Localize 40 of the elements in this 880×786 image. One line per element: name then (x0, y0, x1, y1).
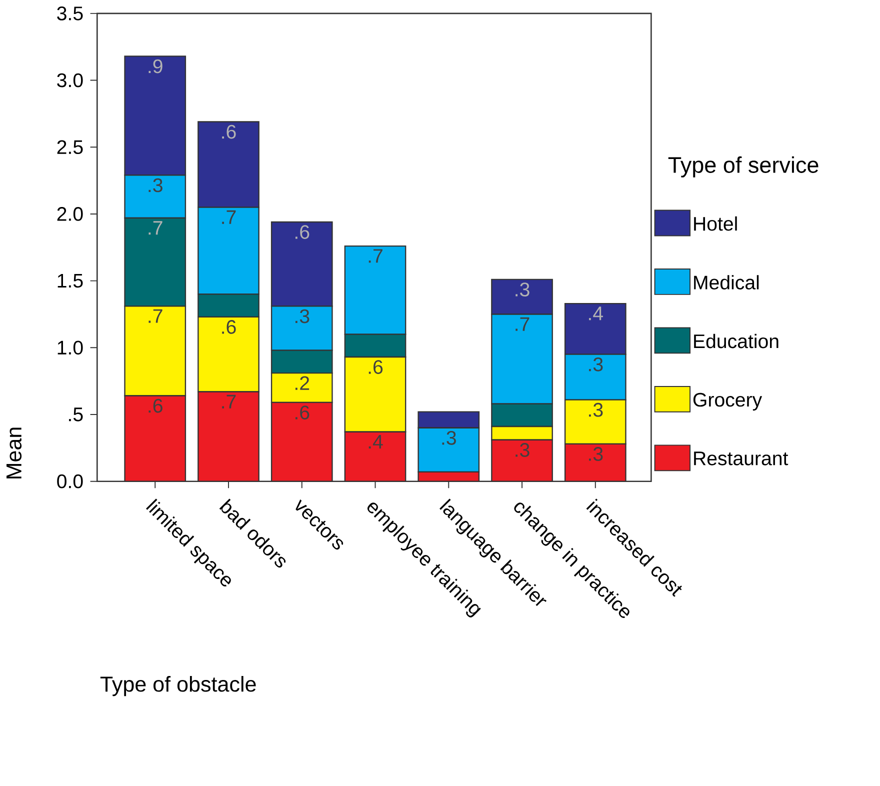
data-label: .7 (368, 249, 382, 263)
y-tick-label: 3.5 (57, 6, 83, 20)
data-label: .2 (295, 376, 310, 390)
y-tick-label: 2.5 (57, 140, 83, 154)
data-label: .4 (368, 434, 383, 448)
legend-label: Restaurant (694, 452, 788, 466)
data-label: .3 (589, 357, 603, 372)
data-label: .7 (148, 309, 162, 323)
data-label: .3 (516, 282, 530, 296)
x-axis-title: Type of obstacle (100, 676, 256, 696)
data-label: .6 (222, 320, 236, 334)
data-label: .6 (222, 124, 236, 139)
legend-label: Hotel (694, 216, 737, 231)
y-tick-label: 1.0 (58, 340, 83, 355)
data-label: .3 (295, 309, 310, 324)
legend-label: Education (694, 334, 778, 348)
data-label: .9 (148, 59, 162, 74)
data-label: .7 (222, 210, 236, 224)
legend-title: Type of service (668, 156, 818, 178)
data-label: .3 (589, 402, 603, 417)
data-label: .7 (516, 317, 530, 331)
y-tick-label: 2.0 (57, 206, 83, 221)
data-label: .3 (589, 446, 603, 461)
data-label: .3 (148, 178, 162, 192)
data-label: .7 (222, 394, 236, 408)
y-tick-label: 3.0 (57, 73, 83, 88)
data-label: .7 (148, 221, 162, 235)
y-tick-label: 0.0 (57, 474, 83, 488)
legend-label: Grocery (693, 392, 762, 411)
y-axis-title: Mean (6, 428, 22, 478)
data-label: .6 (295, 406, 310, 420)
data-label: .3 (442, 430, 456, 445)
data-label: .4 (589, 306, 603, 320)
y-tick-label: 1.5 (58, 274, 83, 288)
data-label: .6 (148, 398, 162, 413)
y-tick-label: .5 (69, 408, 83, 422)
legend-label: Medical (694, 275, 759, 290)
data-label: .6 (295, 225, 310, 239)
data-label: .3 (516, 442, 530, 457)
data-label: .6 (368, 360, 383, 374)
